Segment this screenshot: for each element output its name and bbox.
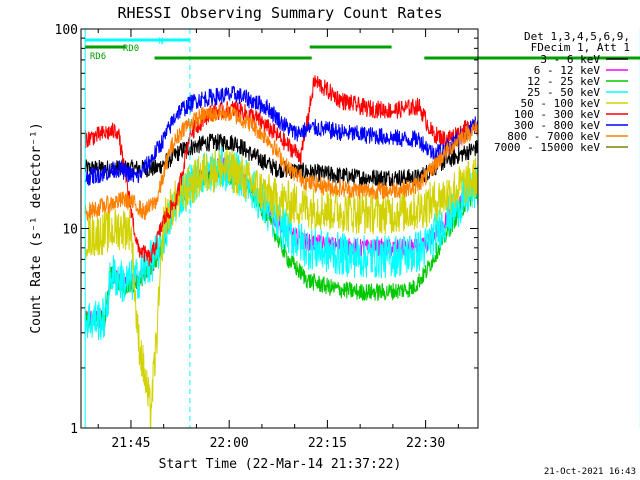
series-line-7 — [84, 85, 478, 186]
legend-label-2: 6 - 12 keV — [534, 64, 601, 77]
chart-title: RHESSI Observing Summary Count Rates — [117, 4, 442, 22]
legend-label-4: 25 - 50 keV — [527, 86, 600, 99]
series-line-8 — [84, 104, 478, 221]
plot-area: N RD0 RD6 1 10 100 21:45 22:00 22:15 22:30 — [55, 23, 640, 451]
state-label-n: N — [158, 37, 163, 47]
x-tick-label: 22:15 — [308, 436, 347, 451]
x-tick-label: 22:30 — [406, 436, 445, 451]
state-bar-rd0-1 — [85, 45, 126, 49]
legend-label-7: 300 - 800 keV — [514, 119, 600, 132]
footer-timestamp: 21-Oct-2021 16:43 — [544, 467, 636, 477]
state-label-rd0: RD0 — [123, 44, 139, 54]
y-tick-label: 100 — [55, 23, 78, 38]
series-line-5 — [84, 148, 478, 428]
state-bar-n-1 — [85, 38, 190, 42]
legend-label-8: 800 - 7000 keV — [507, 130, 600, 143]
legend: Det 1,3,4,5,6,9,FDecim 1, Att 13 - 6 keV… — [494, 30, 630, 154]
legend-label-1: 3 - 6 keV — [540, 53, 600, 66]
x-tick-label: 22:00 — [210, 436, 249, 451]
legend-label-9: 7000 - 15000 keV — [494, 141, 600, 154]
state-bar-rd0-2 — [309, 45, 392, 49]
legend-label-6: 100 - 300 keV — [514, 108, 600, 121]
series-line-1 — [84, 133, 478, 188]
state-label-rd6: RD6 — [90, 52, 106, 62]
series-line-6 — [84, 75, 478, 267]
y-axis-label: Count Rate (s⁻¹ detector⁻¹) — [29, 122, 44, 333]
state-bar-rd6-2 — [424, 56, 640, 60]
y-tick-label: 10 — [62, 223, 78, 238]
x-axis-label: Start Time (22-Mar-14 21:37:22) — [159, 457, 402, 472]
series-group — [84, 75, 478, 428]
legend-label-5: 50 - 100 keV — [521, 97, 601, 110]
x-tick-label: 21:45 — [111, 436, 150, 451]
state-bar-rd6-1 — [154, 56, 312, 60]
legend-header-line: Det 1,3,4,5,6,9, — [524, 30, 630, 43]
legend-header-line: FDecim 1, Att 1 — [531, 41, 630, 54]
legend-label-3: 12 - 25 keV — [527, 75, 600, 88]
y-tick-label: 1 — [70, 422, 78, 437]
